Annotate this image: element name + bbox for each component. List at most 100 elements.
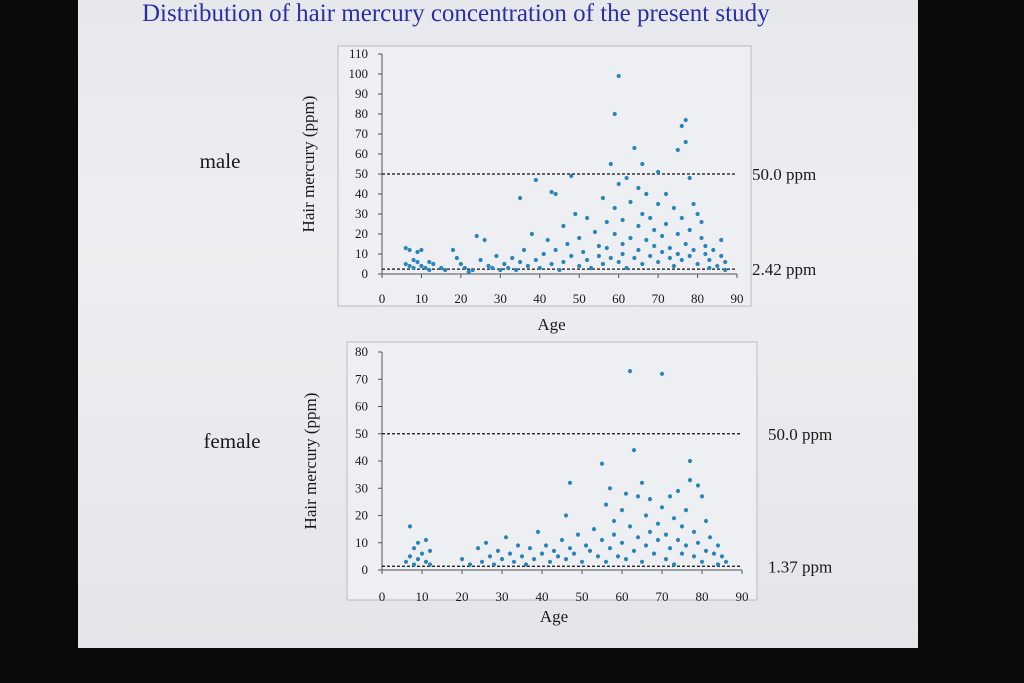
chart2-data-point <box>643 513 649 518</box>
chart1-data-point <box>407 263 412 269</box>
chart1-data-point <box>561 223 566 229</box>
chart1-data-point <box>585 257 590 263</box>
chart2-data-point <box>599 537 605 543</box>
chart2-y-tick-label: 80 <box>355 344 368 359</box>
chart1-data-point <box>419 247 424 253</box>
chart2-data-point <box>423 537 429 543</box>
chart1-data-point <box>525 263 531 269</box>
chart2-data-point <box>407 524 413 529</box>
chart1-data-point <box>533 177 538 183</box>
chart1-y-axis-title: Hair mercury (ppm) <box>299 96 318 233</box>
chart1-data-point <box>624 265 629 271</box>
chart1-data-point <box>596 253 602 259</box>
chart1-plot-area <box>337 45 752 307</box>
chart2-data-point <box>531 557 537 562</box>
chart2-data-point <box>527 546 533 551</box>
chart1-data-point <box>691 247 696 253</box>
chart2-data-point <box>647 529 653 535</box>
chart2-data-point <box>695 483 701 488</box>
chart2-data-point <box>515 543 521 548</box>
chart2-data-point <box>647 497 653 502</box>
chart1-data-point <box>679 257 684 263</box>
chart2-data-point <box>695 540 701 545</box>
chart1-data-point <box>482 237 487 243</box>
chart1-data-point <box>411 265 416 271</box>
chart1-x-tick-label: 30 <box>494 291 507 306</box>
chart1-data-point <box>510 255 515 261</box>
chart1-data-point <box>675 251 680 257</box>
chart2-x-tick-label: 10 <box>416 589 429 604</box>
chart1-y-tick-label: 100 <box>349 66 369 81</box>
chart2-data-point <box>675 537 681 543</box>
chart1-data-point <box>474 233 479 239</box>
chart2-data-point <box>631 548 637 554</box>
chart1-data-point <box>533 257 538 263</box>
chart1-y-tick-label: 60 <box>355 146 368 161</box>
chart1-data-point <box>573 211 578 217</box>
chart2-data-point <box>667 546 673 551</box>
chart1-data-point <box>660 249 665 255</box>
chart2-data-point <box>715 543 721 548</box>
chart2-data-point <box>631 448 637 453</box>
chart1-data-point <box>514 267 519 273</box>
chart1-data-point <box>545 237 550 243</box>
chart2-y-tick-label: 0 <box>362 562 369 577</box>
chart2-data-point <box>535 529 541 535</box>
chart1-data-point <box>529 231 535 237</box>
chart2-data-point <box>487 554 493 559</box>
chart1-data-point <box>604 245 609 251</box>
chart1-y-tick-label: 0 <box>362 266 369 281</box>
chart1-data-point <box>723 267 728 273</box>
chart1-data-point <box>652 243 657 249</box>
chart1-x-tick-label: 50 <box>573 291 586 306</box>
chart2-data-point <box>511 559 517 564</box>
chart1-data-point <box>711 247 716 253</box>
chart1-data-point <box>675 147 680 153</box>
chart1-y-tick-label: 110 <box>349 46 368 61</box>
chart1-data-point <box>407 247 412 253</box>
chart1-data-point <box>636 247 641 253</box>
chart2-data-point <box>587 548 593 554</box>
chart1-data-point <box>498 267 503 273</box>
chart1-y-tick-label: 90 <box>355 86 368 101</box>
chart1-data-point <box>632 255 637 261</box>
chart2-x-tick-label: 50 <box>576 589 589 604</box>
chart2-y-tick-label: 70 <box>355 371 368 386</box>
chart1-data-point <box>490 265 495 271</box>
chart2-x-tick-label: 20 <box>456 589 469 604</box>
chart2-x-tick-label: 70 <box>656 589 669 604</box>
chart2-data-point <box>683 543 689 548</box>
chart1-data-point <box>675 231 680 237</box>
chart2-data-point <box>655 521 661 526</box>
chart1-data-point <box>604 219 609 225</box>
chart2-data-point <box>407 554 413 559</box>
chart2-data-point <box>419 551 425 556</box>
chart1-data-point <box>557 267 562 273</box>
chart2-data-point <box>663 557 669 562</box>
chart2-data-point <box>699 494 705 499</box>
chart2-y-tick-label: 10 <box>355 535 368 550</box>
chart1-x-tick-label: 10 <box>415 291 428 306</box>
chart1-data-point <box>683 117 688 123</box>
chart2-data-point <box>563 513 569 518</box>
chart2-x-axis-title: Age <box>540 607 568 626</box>
chart2-data-point <box>623 491 629 496</box>
chart1-data-point <box>608 255 613 261</box>
chart1-data-point <box>683 139 688 145</box>
chart2-data-point <box>567 480 573 485</box>
chart1-data-point <box>636 185 641 191</box>
chart1-y-tick-label: 20 <box>355 226 368 241</box>
chart1-data-point <box>439 265 444 271</box>
chart2-data-point <box>715 562 721 567</box>
chart2-data-point <box>683 508 689 513</box>
chart1-data-point <box>719 253 724 259</box>
chart1-data-point <box>581 249 586 255</box>
chart1-data-point <box>723 259 728 265</box>
chart1-data-point <box>577 263 582 269</box>
chart2-group-label: female <box>203 429 260 453</box>
chart1-data-point <box>628 199 633 205</box>
chart1-data-point <box>612 111 617 117</box>
chart2-data-point <box>671 516 677 521</box>
chart1-data-point <box>699 235 704 241</box>
chart1-data-point <box>608 161 613 167</box>
